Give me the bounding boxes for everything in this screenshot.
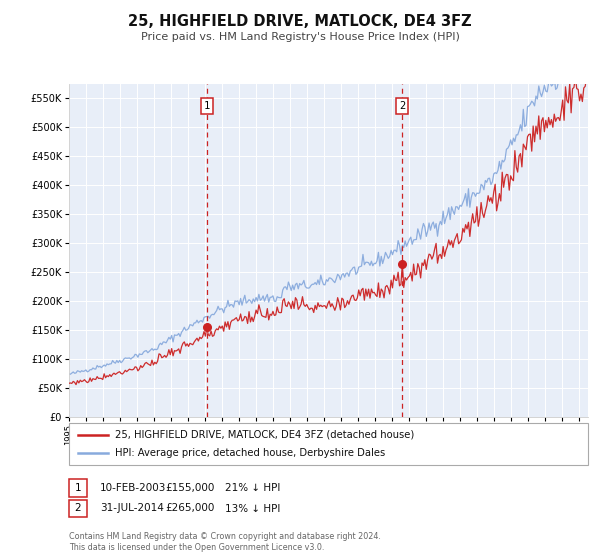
- Text: 10-FEB-2003: 10-FEB-2003: [100, 483, 167, 493]
- Text: £265,000: £265,000: [165, 503, 214, 514]
- Text: 31-JUL-2014: 31-JUL-2014: [100, 503, 164, 514]
- Text: 2: 2: [74, 503, 82, 514]
- Text: 25, HIGHFIELD DRIVE, MATLOCK, DE4 3FZ (detached house): 25, HIGHFIELD DRIVE, MATLOCK, DE4 3FZ (d…: [115, 430, 415, 440]
- Text: 21% ↓ HPI: 21% ↓ HPI: [225, 483, 280, 493]
- Text: 1: 1: [204, 101, 211, 111]
- Text: 13% ↓ HPI: 13% ↓ HPI: [225, 503, 280, 514]
- Text: HPI: Average price, detached house, Derbyshire Dales: HPI: Average price, detached house, Derb…: [115, 448, 385, 458]
- Text: Price paid vs. HM Land Registry's House Price Index (HPI): Price paid vs. HM Land Registry's House …: [140, 32, 460, 43]
- Text: This data is licensed under the Open Government Licence v3.0.: This data is licensed under the Open Gov…: [69, 543, 325, 552]
- Text: £155,000: £155,000: [165, 483, 214, 493]
- Text: 2: 2: [399, 101, 406, 111]
- Text: Contains HM Land Registry data © Crown copyright and database right 2024.: Contains HM Land Registry data © Crown c…: [69, 532, 381, 541]
- Text: 1: 1: [74, 483, 82, 493]
- Text: 25, HIGHFIELD DRIVE, MATLOCK, DE4 3FZ: 25, HIGHFIELD DRIVE, MATLOCK, DE4 3FZ: [128, 14, 472, 29]
